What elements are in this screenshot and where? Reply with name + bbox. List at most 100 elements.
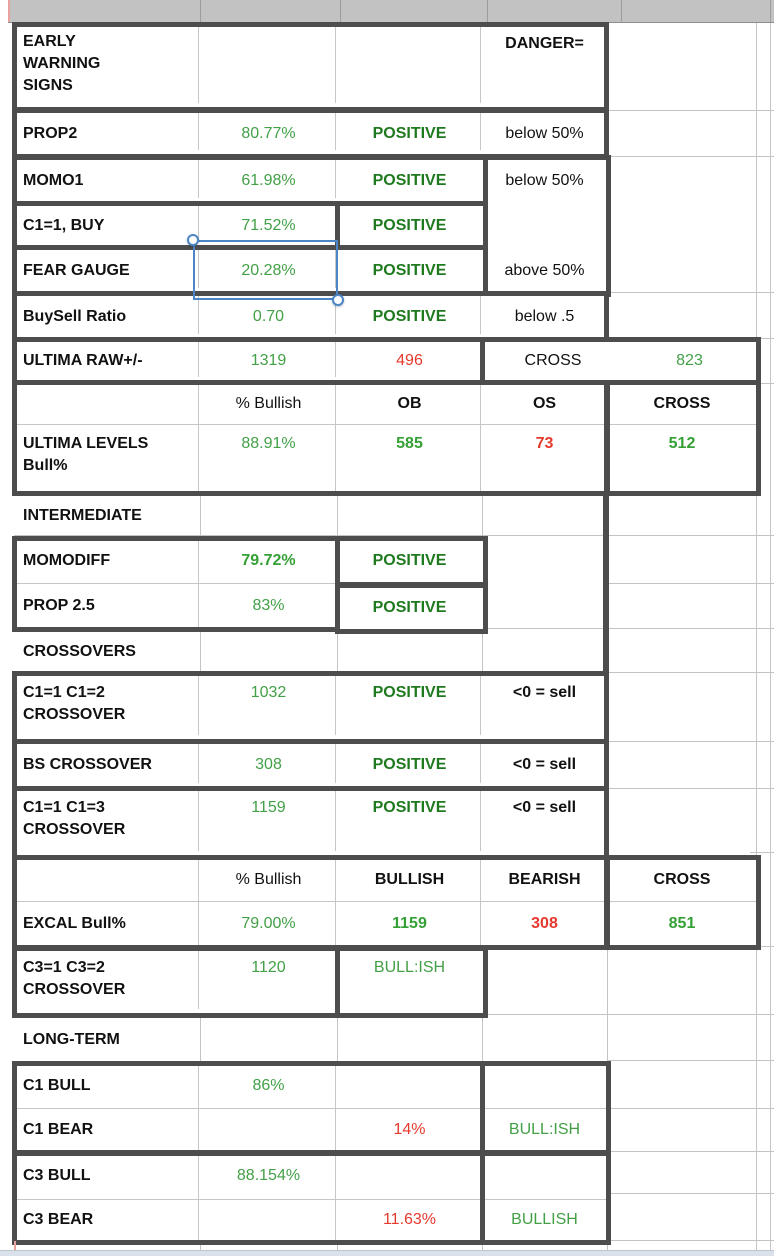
cell-ultima-levels-ob[interactable]: 585 bbox=[396, 435, 423, 452]
cell-c3c2-label[interactable]: C3=1 C3=2 CROSSOVER bbox=[23, 959, 126, 998]
cell-bs-value[interactable]: 308 bbox=[255, 755, 282, 773]
cell-c1bull-label[interactable]: C1 BULL bbox=[23, 1077, 91, 1094]
cell-prop2-value[interactable]: 80.77% bbox=[241, 125, 296, 142]
cell-c1bull-value[interactable]: 86% bbox=[252, 1077, 285, 1094]
gridline bbox=[484, 1014, 774, 1015]
cell-danger[interactable]: DANGER= bbox=[505, 35, 584, 52]
cell-ultima-hdr-cross[interactable]: CROSS bbox=[653, 394, 711, 412]
cell-selection-rectangle[interactable] bbox=[193, 240, 338, 300]
cell-c3bull-label[interactable]: C3 BULL bbox=[23, 1167, 91, 1184]
column-header-bar[interactable] bbox=[8, 0, 774, 23]
border-box-excal-cross bbox=[605, 855, 761, 950]
cell-prop2-label[interactable]: PROP2 bbox=[23, 125, 78, 142]
cell-ultima-levels-os[interactable]: 73 bbox=[535, 435, 554, 452]
cell-c3bear-status[interactable]: BULLISH bbox=[511, 1211, 578, 1228]
cell-excal-bear[interactable]: 308 bbox=[531, 915, 558, 932]
border-box-c3-longterm bbox=[12, 1151, 488, 1245]
cell-c1bear-value[interactable]: 14% bbox=[393, 1121, 426, 1138]
gridline bbox=[770, 23, 771, 1250]
cell-c1bear-status[interactable]: BULL:ISH bbox=[508, 1121, 581, 1138]
cell-crossovers-header[interactable]: CROSSOVERS bbox=[23, 642, 136, 660]
cell-buysell-label[interactable]: BuySell Ratio bbox=[23, 307, 127, 325]
column-divider bbox=[340, 0, 341, 22]
cell-buysell-status[interactable]: POSITIVE bbox=[372, 307, 447, 325]
cell-prop2-note[interactable]: below 50% bbox=[505, 125, 584, 142]
cell-prop2-status[interactable]: POSITIVE bbox=[372, 125, 447, 142]
cell-fear-status[interactable]: POSITIVE bbox=[372, 261, 447, 279]
cell-early-warning-signs[interactable]: EARLY WARNING SIGNS bbox=[23, 33, 101, 94]
border-box-momodiff-prop25 bbox=[12, 536, 341, 632]
cell-c1buy-label[interactable]: C1=1, BUY bbox=[23, 216, 105, 234]
border-box-prop25-status bbox=[335, 583, 488, 634]
cell-momodiff-label[interactable]: MOMODIFF bbox=[23, 552, 111, 569]
selection-handle-top-left[interactable] bbox=[187, 234, 199, 246]
cell-fear-label[interactable]: FEAR GAUGE bbox=[23, 261, 130, 279]
cell-bs-note[interactable]: <0 = sell bbox=[512, 755, 577, 773]
cell-c3bear-value[interactable]: 11.63% bbox=[382, 1211, 437, 1228]
cell-c1bear-label[interactable]: C1 BEAR bbox=[23, 1121, 94, 1138]
cell-momo1-label[interactable]: MOMO1 bbox=[23, 171, 84, 189]
cell-bs-label[interactable]: BS CROSSOVER bbox=[23, 755, 152, 773]
cell-momo1-note[interactable]: below 50% bbox=[505, 171, 584, 189]
cell-c1c3-value[interactable]: 1159 bbox=[251, 799, 286, 816]
cell-fear-value[interactable]: 20.28% bbox=[241, 261, 296, 279]
cell-excal-cross[interactable]: 851 bbox=[668, 915, 696, 932]
cell-ultima-levels-label[interactable]: ULTIMA LEVELS Bull% bbox=[23, 435, 149, 474]
cell-momodiff-status[interactable]: POSITIVE bbox=[372, 552, 447, 569]
cell-fear-note[interactable]: above 50% bbox=[504, 261, 585, 279]
cell-excal-pct[interactable]: 79.00% bbox=[241, 915, 296, 932]
cell-ultima-raw-cross-value[interactable]: 823 bbox=[676, 352, 703, 369]
gridline bbox=[756, 383, 774, 384]
cell-prop25-status[interactable]: POSITIVE bbox=[372, 599, 447, 616]
cell-c1c3-note[interactable]: <0 = sell bbox=[512, 799, 577, 816]
cell-c1c2-note[interactable]: <0 = sell bbox=[512, 684, 577, 701]
cell-ultima-raw-cross-label[interactable]: CROSS bbox=[524, 352, 582, 369]
cell-excal-hdr-pct[interactable]: % Bullish bbox=[235, 870, 302, 888]
cell-prop25-value[interactable]: 83% bbox=[252, 597, 285, 614]
cell-buysell-note[interactable]: below .5 bbox=[514, 307, 575, 325]
cell-c1c3-label[interactable]: C1=1 C1=3 CROSSOVER bbox=[23, 799, 126, 838]
gridline bbox=[607, 156, 774, 157]
cell-c1c2-value[interactable]: 1032 bbox=[250, 684, 287, 701]
gridline bbox=[750, 946, 774, 947]
gridline bbox=[750, 852, 774, 853]
cell-ultima-raw-pos[interactable]: 1319 bbox=[250, 352, 287, 369]
cell-ultima-levels-cross[interactable]: 512 bbox=[668, 435, 696, 452]
cell-buysell-value[interactable]: 0.70 bbox=[252, 307, 285, 325]
cell-c3bull-value[interactable]: 88.154% bbox=[236, 1167, 301, 1184]
gridline bbox=[607, 672, 774, 673]
cell-excal-hdr-bull[interactable]: BULLISH bbox=[374, 870, 445, 888]
cell-c1c3-status[interactable]: POSITIVE bbox=[372, 799, 447, 816]
cell-ultima-levels-pct[interactable]: 88.91% bbox=[241, 435, 296, 452]
cell-c1buy-value[interactable]: 71.52% bbox=[241, 216, 296, 234]
cell-c3bear-label[interactable]: C3 BEAR bbox=[23, 1211, 94, 1228]
cell-c1c2-label[interactable]: C1=1 C1=2 CROSSOVER bbox=[23, 684, 126, 723]
cell-ultima-hdr-os[interactable]: OS bbox=[532, 394, 557, 412]
cell-prop25-label[interactable]: PROP 2.5 bbox=[23, 597, 95, 614]
cell-excal-hdr-bear[interactable]: BEARISH bbox=[508, 870, 581, 888]
column-divider bbox=[487, 0, 488, 22]
cell-c3c2-value[interactable]: 1120 bbox=[251, 959, 286, 976]
selection-handle-bottom-right[interactable] bbox=[332, 294, 344, 306]
cell-bs-status[interactable]: POSITIVE bbox=[372, 755, 447, 773]
cell-c3c2-status[interactable]: BULL:ISH bbox=[373, 959, 446, 976]
cell-ultima-raw-label[interactable]: ULTIMA RAW+/- bbox=[23, 352, 143, 369]
cell-excal-bull[interactable]: 1159 bbox=[392, 915, 427, 932]
cell-excal-label[interactable]: EXCAL Bull% bbox=[23, 915, 126, 932]
column-header-accent-line bbox=[8, 0, 10, 22]
cell-ultima-hdr-pct[interactable]: % Bullish bbox=[235, 394, 302, 412]
gridline bbox=[607, 741, 774, 742]
cell-c1buy-status[interactable]: POSITIVE bbox=[372, 216, 447, 234]
cell-c1c2-status[interactable]: POSITIVE bbox=[372, 684, 447, 701]
border-box-c3c2 bbox=[12, 946, 341, 1018]
cell-intermediate-header[interactable]: INTERMEDIATE bbox=[23, 506, 142, 524]
cell-longterm-header[interactable]: LONG-TERM bbox=[23, 1030, 120, 1048]
cell-momodiff-value[interactable]: 79.72% bbox=[241, 552, 296, 569]
cell-momo1-status[interactable]: POSITIVE bbox=[372, 171, 447, 189]
gridline bbox=[484, 628, 774, 629]
cell-ultima-raw-neg[interactable]: 496 bbox=[396, 352, 423, 369]
cell-excal-hdr-cross[interactable]: CROSS bbox=[653, 870, 711, 888]
cell-momo1-value[interactable]: 61.98% bbox=[241, 171, 296, 189]
border-box-ultima-cross bbox=[605, 380, 761, 496]
cell-ultima-hdr-ob[interactable]: OB bbox=[397, 394, 422, 412]
